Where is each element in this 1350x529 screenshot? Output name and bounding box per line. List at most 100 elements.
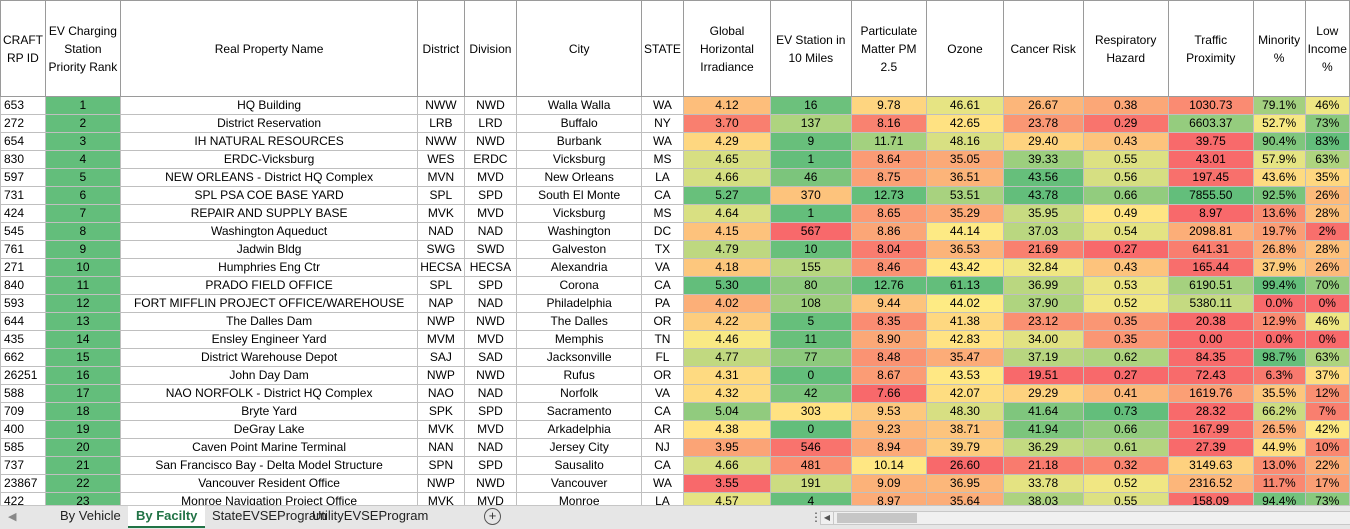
table-cell[interactable]: 197.45 — [1167, 168, 1254, 187]
table-cell[interactable]: 4 — [44, 150, 122, 169]
table-cell[interactable]: 0.66 — [1082, 420, 1169, 439]
table-cell[interactable]: 26.8% — [1252, 240, 1306, 259]
table-cell[interactable]: 41.94 — [1002, 420, 1084, 439]
table-cell[interactable]: MVD — [463, 204, 518, 223]
table-cell[interactable]: 567 — [769, 222, 852, 241]
table-cell[interactable]: 32.84 — [1002, 258, 1084, 277]
table-cell[interactable]: 33.78 — [1002, 474, 1084, 493]
table-cell[interactable]: 35% — [1304, 168, 1350, 187]
table-cell[interactable]: 2316.52 — [1167, 474, 1254, 493]
table-cell[interactable]: 370 — [769, 186, 852, 205]
table-cell[interactable]: LA — [640, 168, 684, 187]
table-cell[interactable]: 5.30 — [682, 276, 771, 295]
table-cell[interactable]: 0.35 — [1082, 330, 1169, 349]
table-cell[interactable]: 21 — [44, 456, 122, 475]
table-cell[interactable]: 70% — [1304, 276, 1350, 295]
table-cell[interactable]: MS — [640, 204, 684, 223]
table-cell[interactable]: 8.64 — [850, 150, 928, 169]
table-cell[interactable]: WES — [417, 150, 465, 169]
table-cell[interactable]: Jersey City — [516, 438, 642, 457]
column-header[interactable]: Division — [463, 0, 518, 97]
table-cell[interactable]: NWP — [417, 474, 465, 493]
table-cell[interactable]: 53.51 — [926, 186, 1004, 205]
table-cell[interactable]: 2 — [44, 114, 122, 133]
column-header[interactable]: Global Horizontal Irradiance — [682, 0, 771, 97]
table-cell[interactable]: 39.33 — [1002, 150, 1084, 169]
table-cell[interactable]: 14 — [44, 330, 122, 349]
table-cell[interactable]: CA — [640, 456, 684, 475]
table-cell[interactable]: Galveston — [516, 240, 642, 259]
table-cell[interactable]: OR — [640, 366, 684, 385]
table-cell[interactable]: 0.53 — [1082, 276, 1169, 295]
table-cell[interactable]: 4.66 — [682, 168, 771, 187]
table-cell[interactable]: 44.14 — [926, 222, 1004, 241]
table-cell[interactable]: 8.75 — [850, 168, 928, 187]
table-cell[interactable]: 731 — [0, 186, 46, 205]
table-cell[interactable]: IH NATURAL RESOURCES — [119, 132, 419, 151]
table-cell[interactable]: 13.6% — [1252, 204, 1306, 223]
table-cell[interactable]: 641.31 — [1167, 240, 1254, 259]
table-cell[interactable]: 39.75 — [1167, 132, 1254, 151]
table-cell[interactable]: 43.42 — [926, 258, 1004, 277]
table-cell[interactable]: Sausalito — [516, 456, 642, 475]
table-cell[interactable]: 4.22 — [682, 312, 771, 331]
table-cell[interactable]: NWD — [463, 132, 518, 151]
table-cell[interactable]: 46 — [769, 168, 852, 187]
table-cell[interactable]: 8 — [44, 222, 122, 241]
column-header[interactable]: Respiratory Hazard — [1082, 0, 1169, 97]
table-cell[interactable]: 73% — [1304, 114, 1350, 133]
table-cell[interactable]: MVD — [463, 420, 518, 439]
table-cell[interactable]: 43.56 — [1002, 168, 1084, 187]
table-cell[interactable]: NY — [640, 114, 684, 133]
table-cell[interactable]: MVK — [417, 204, 465, 223]
table-cell[interactable]: District Warehouse Depot — [119, 348, 419, 367]
table-cell[interactable]: NWD — [463, 474, 518, 493]
table-cell[interactable]: Alexandria — [516, 258, 642, 277]
table-cell[interactable]: 4.15 — [682, 222, 771, 241]
table-cell[interactable]: 709 — [0, 402, 46, 421]
table-cell[interactable]: 35.5% — [1252, 384, 1306, 403]
table-cell[interactable]: 35.29 — [926, 204, 1004, 223]
table-cell[interactable]: 11 — [769, 330, 852, 349]
table-cell[interactable]: 43.6% — [1252, 168, 1306, 187]
table-cell[interactable]: 5.04 — [682, 402, 771, 421]
table-cell[interactable]: 4.66 — [682, 456, 771, 475]
table-cell[interactable]: 0.32 — [1082, 456, 1169, 475]
table-cell[interactable]: LRD — [463, 114, 518, 133]
table-cell[interactable]: 191 — [769, 474, 852, 493]
table-cell[interactable]: 4.31 — [682, 366, 771, 385]
table-cell[interactable]: VA — [640, 384, 684, 403]
table-cell[interactable]: 0.55 — [1082, 150, 1169, 169]
table-cell[interactable]: 0.62 — [1082, 348, 1169, 367]
table-cell[interactable]: The Dalles — [516, 312, 642, 331]
table-cell[interactable]: 588 — [0, 384, 46, 403]
table-cell[interactable]: 1619.76 — [1167, 384, 1254, 403]
table-cell[interactable]: NWD — [463, 366, 518, 385]
table-cell[interactable]: 42 — [769, 384, 852, 403]
table-cell[interactable]: Corona — [516, 276, 642, 295]
table-cell[interactable]: Sacramento — [516, 402, 642, 421]
table-cell[interactable]: 2% — [1304, 222, 1350, 241]
table-cell[interactable]: Burbank — [516, 132, 642, 151]
table-cell[interactable]: 545 — [0, 222, 46, 241]
table-cell[interactable]: NJ — [640, 438, 684, 457]
table-cell[interactable]: 830 — [0, 150, 46, 169]
table-cell[interactable]: NAO — [417, 384, 465, 403]
column-header[interactable]: Minority % — [1252, 0, 1306, 97]
table-cell[interactable]: 43.53 — [926, 366, 1004, 385]
triangle-left-icon[interactable]: ◀ — [8, 511, 17, 523]
table-cell[interactable]: 28% — [1304, 204, 1350, 223]
table-cell[interactable]: ERDC-Vicksburg — [119, 150, 419, 169]
table-cell[interactable]: 29.40 — [1002, 132, 1084, 151]
table-cell[interactable]: 7% — [1304, 402, 1350, 421]
table-cell[interactable]: WA — [640, 474, 684, 493]
table-cell[interactable]: 37.03 — [1002, 222, 1084, 241]
table-cell[interactable]: Rufus — [516, 366, 642, 385]
table-cell[interactable]: MVK — [417, 420, 465, 439]
table-cell[interactable]: 35.47 — [926, 348, 1004, 367]
table-cell[interactable]: 42.65 — [926, 114, 1004, 133]
table-cell[interactable]: 4.79 — [682, 240, 771, 259]
table-cell[interactable]: 271 — [0, 258, 46, 277]
table-cell[interactable]: SAJ — [417, 348, 465, 367]
table-cell[interactable]: 6.3% — [1252, 366, 1306, 385]
